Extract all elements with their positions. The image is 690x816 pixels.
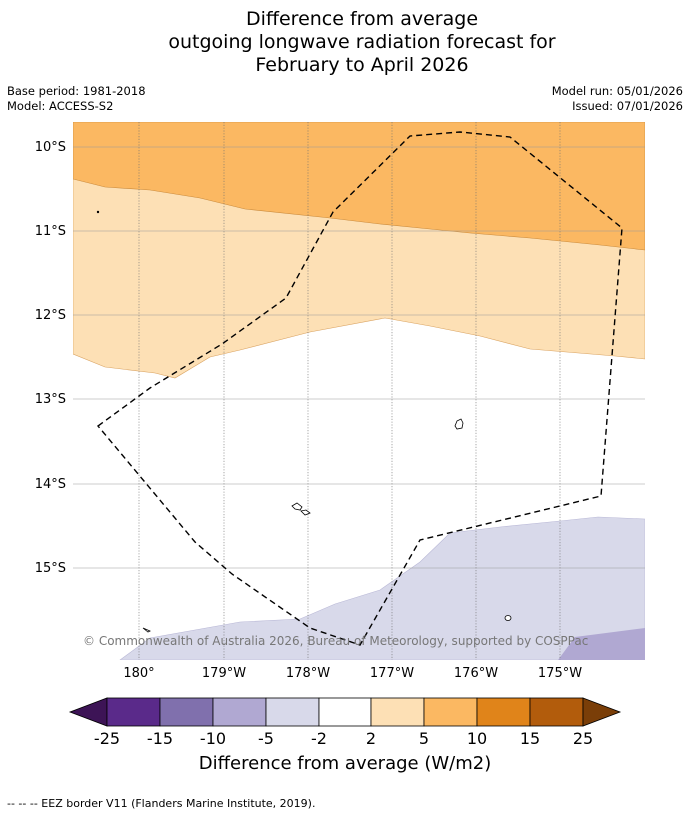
lon-label-178w: 178°W [286,666,330,681]
colorbar-segment-15-25 [529,697,584,727]
base-period: Base period: 1981-2018 [7,84,146,98]
chart-title: Difference from average outgoing longwav… [0,8,690,77]
colorbar-tick-minus5: -5 [258,729,274,748]
colorbar-tick-minus15: -15 [146,729,174,748]
lon-label-176w: 176°W [454,666,498,681]
lat-label-12s: 12°S [35,308,66,323]
latitude-labels: 10°S 11°S 12°S 13°S 14°S 15°S [35,140,66,576]
colorbar-tick-15: 15 [519,729,541,748]
model-name: Model: ACCESS-S2 [7,99,114,113]
island-wallis [291,502,303,511]
lat-label-10s: 10°S [35,140,66,155]
colorbar-extend-low [68,697,108,727]
colorbar-title: Difference from average (W/m2) [198,753,492,774]
eez-border [96,131,623,646]
lat-label-14s: 14°S [35,477,66,492]
island-northwest [96,210,100,214]
island-wallis-islet [300,509,311,516]
lat-label-11s: 11°S [35,224,66,239]
colorbar-segment-minus5-minus2 [265,697,320,727]
colorbar-tick-minus25: -25 [93,729,121,748]
longitude-gridlines [138,122,561,660]
island-southwest [142,627,151,633]
colorbar-tick-2: 2 [365,729,377,748]
title-line-3: February to April 2026 [255,54,469,76]
issued-date: Issued: 07/01/2026 [572,99,683,113]
colorbar-tick-minus2: -2 [311,729,327,748]
colorbar-tick-minus10: -10 [199,729,227,748]
colorbar-segment-5-10 [423,697,478,727]
colorbar-segment-10-15 [476,697,531,727]
lat-label-15s: 15°S [35,561,66,576]
colorbar-tick-10: 10 [466,729,488,748]
colorbar-segment-2-5 [370,697,425,727]
colorbar-segment-minus2-2 [318,697,372,727]
title-line-2: outgoing longwave radiation forecast for [168,31,556,53]
lon-label-180: 180° [123,666,154,681]
model-run-date: Model run: 05/01/2026 [551,84,683,98]
colorbar-segment-minus25-minus15 [106,697,161,727]
lon-label-179w: 179°W [202,666,246,681]
meta-left: Base period: 1981-2018 Model: ACCESS-S2 [7,84,146,114]
colorbar-tick-25: 25 [572,729,594,748]
eez-legend: -- -- -- EEZ border V11 (Flanders Marine… [7,797,316,810]
colorbar-extend-high [582,697,622,727]
colorbar-segment-minus10-minus5 [212,697,267,727]
longitude-labels: 180° 179°W 178°W 177°W 176°W 175°W [123,666,582,681]
lat-label-13s: 13°S [35,392,66,407]
island-niuafoou [454,418,464,430]
islands [96,210,512,633]
anomaly-band-minus10-to-minus5 [558,628,645,660]
colorbar [68,697,622,727]
latitude-gridlines [73,146,645,569]
meta-right: Model run: 05/01/2026 Issued: 07/01/2026 [552,84,683,114]
colorbar-segment-minus15-minus10 [159,697,214,727]
colorbar-tick-5: 5 [418,729,430,748]
anomaly-band-minus5-to-minus2 [119,516,645,660]
lon-label-175w: 175°W [538,666,582,681]
island-south [504,615,512,621]
title-line-1: Difference from average [245,8,479,30]
attribution-text: © Commonwealth of Australia 2026, Bureau… [83,634,588,648]
lon-label-177w: 177°W [370,666,414,681]
